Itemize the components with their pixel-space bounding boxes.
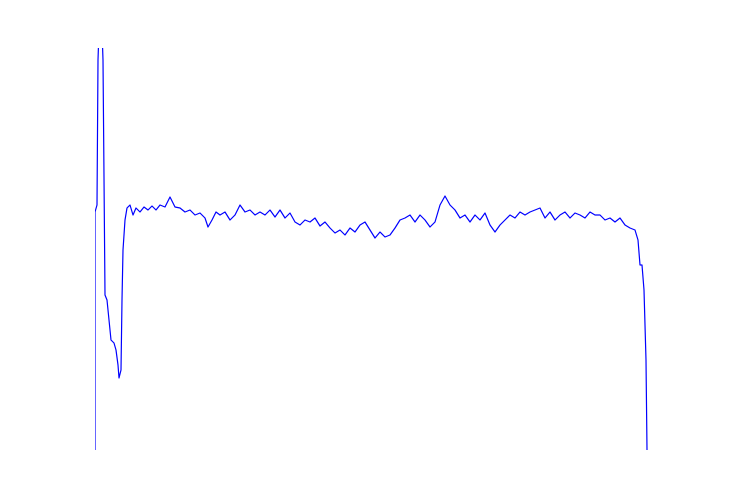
data-line bbox=[95, 48, 648, 451]
plot-area bbox=[95, 48, 648, 451]
